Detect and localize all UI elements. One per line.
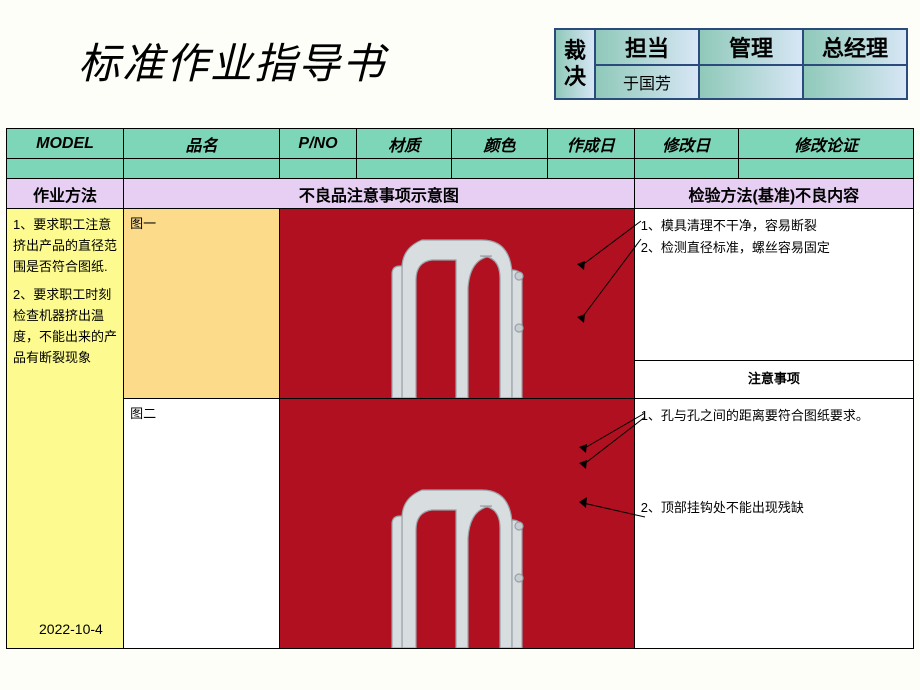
hdr-revised: 修改日 [634,129,738,159]
val-revised [634,159,738,179]
notice-header: 注意事项 [634,360,913,398]
val-made [547,159,634,179]
inspect-cell: 1、模具清理不干净，容易断裂 2、检测直径标准，螺丝容易固定 [634,209,913,361]
notice-p2: 2、顶部挂钩处不能出现残缺 [641,497,907,519]
page-title: 标准作业指导书 [78,30,386,91]
val-material [357,159,452,179]
fig1-photo [279,209,634,399]
notice-cell: 1、孔与孔之间的距离要符合图纸要求。 2、顶部挂钩处不能出现残缺 [634,399,913,649]
date-stamp: 2022-10-4 [39,618,103,640]
section-header-row: 作业方法 不良品注意事项示意图 检验方法(基准)不良内容 [7,179,914,209]
spec-header-row: MODEL 品名 P/NO 材质 颜色 作成日 修改日 修改论证 [7,129,914,159]
section-inspect: 检验方法(基准)不良内容 [634,179,913,209]
fig2-photo [279,399,634,649]
main-table: MODEL 品名 P/NO 材质 颜色 作成日 修改日 修改论证 作业方法 不良… [6,128,914,649]
section-diagram: 不良品注意事项示意图 [124,179,635,209]
hdr-revnote: 修改论证 [738,129,913,159]
approval-val-1 [699,65,803,99]
hdr-pno: P/NO [279,129,356,159]
hdr-made: 作成日 [547,129,634,159]
val-model [7,159,124,179]
inspect-p1: 1、模具清理不干净，容易断裂 [641,215,907,237]
approval-val-2 [803,65,907,99]
body-row-1: 1、要求职工注意挤出产品的直径范围是否符合图纸. 2、要求职工时刻检查机器挤出温… [7,209,914,361]
approval-col-0: 担当 [595,29,699,65]
hdr-material: 材质 [357,129,452,159]
approval-col-1: 管理 [699,29,803,65]
approval-val-0: 于国芳 [595,65,699,99]
val-color [452,159,547,179]
notice-p1: 1、孔与孔之间的距离要符合图纸要求。 [641,405,907,427]
inspect-p2: 2、检测直径标准，螺丝容易固定 [641,237,907,259]
val-pinming [124,159,280,179]
work-method-cell: 1、要求职工注意挤出产品的直径范围是否符合图纸. 2、要求职工时刻检查机器挤出温… [7,209,124,649]
section-work: 作业方法 [7,179,124,209]
header-region: 标准作业指导书 裁决 担当 管理 总经理 于国芳 [0,0,920,128]
hdr-color: 颜色 [452,129,547,159]
approval-side-label: 裁决 [555,29,595,99]
approval-col-2: 总经理 [803,29,907,65]
hdr-pinming: 品名 [124,129,280,159]
hdr-model: MODEL [7,129,124,159]
work-method-p2: 2、要求职工时刻检查机器挤出温度，不能出来的产品有断裂现象 [13,285,117,368]
val-revnote [738,159,913,179]
profile-illustration-2 [372,468,542,648]
fig2-label: 图二 [124,399,280,649]
spec-value-row [7,159,914,179]
approval-table: 裁决 担当 管理 总经理 于国芳 [554,28,908,100]
work-method-p1: 1、要求职工注意挤出产品的直径范围是否符合图纸. [13,215,117,277]
val-pno [279,159,356,179]
fig1-label: 图一 [124,209,280,399]
profile-illustration-1 [372,218,542,398]
